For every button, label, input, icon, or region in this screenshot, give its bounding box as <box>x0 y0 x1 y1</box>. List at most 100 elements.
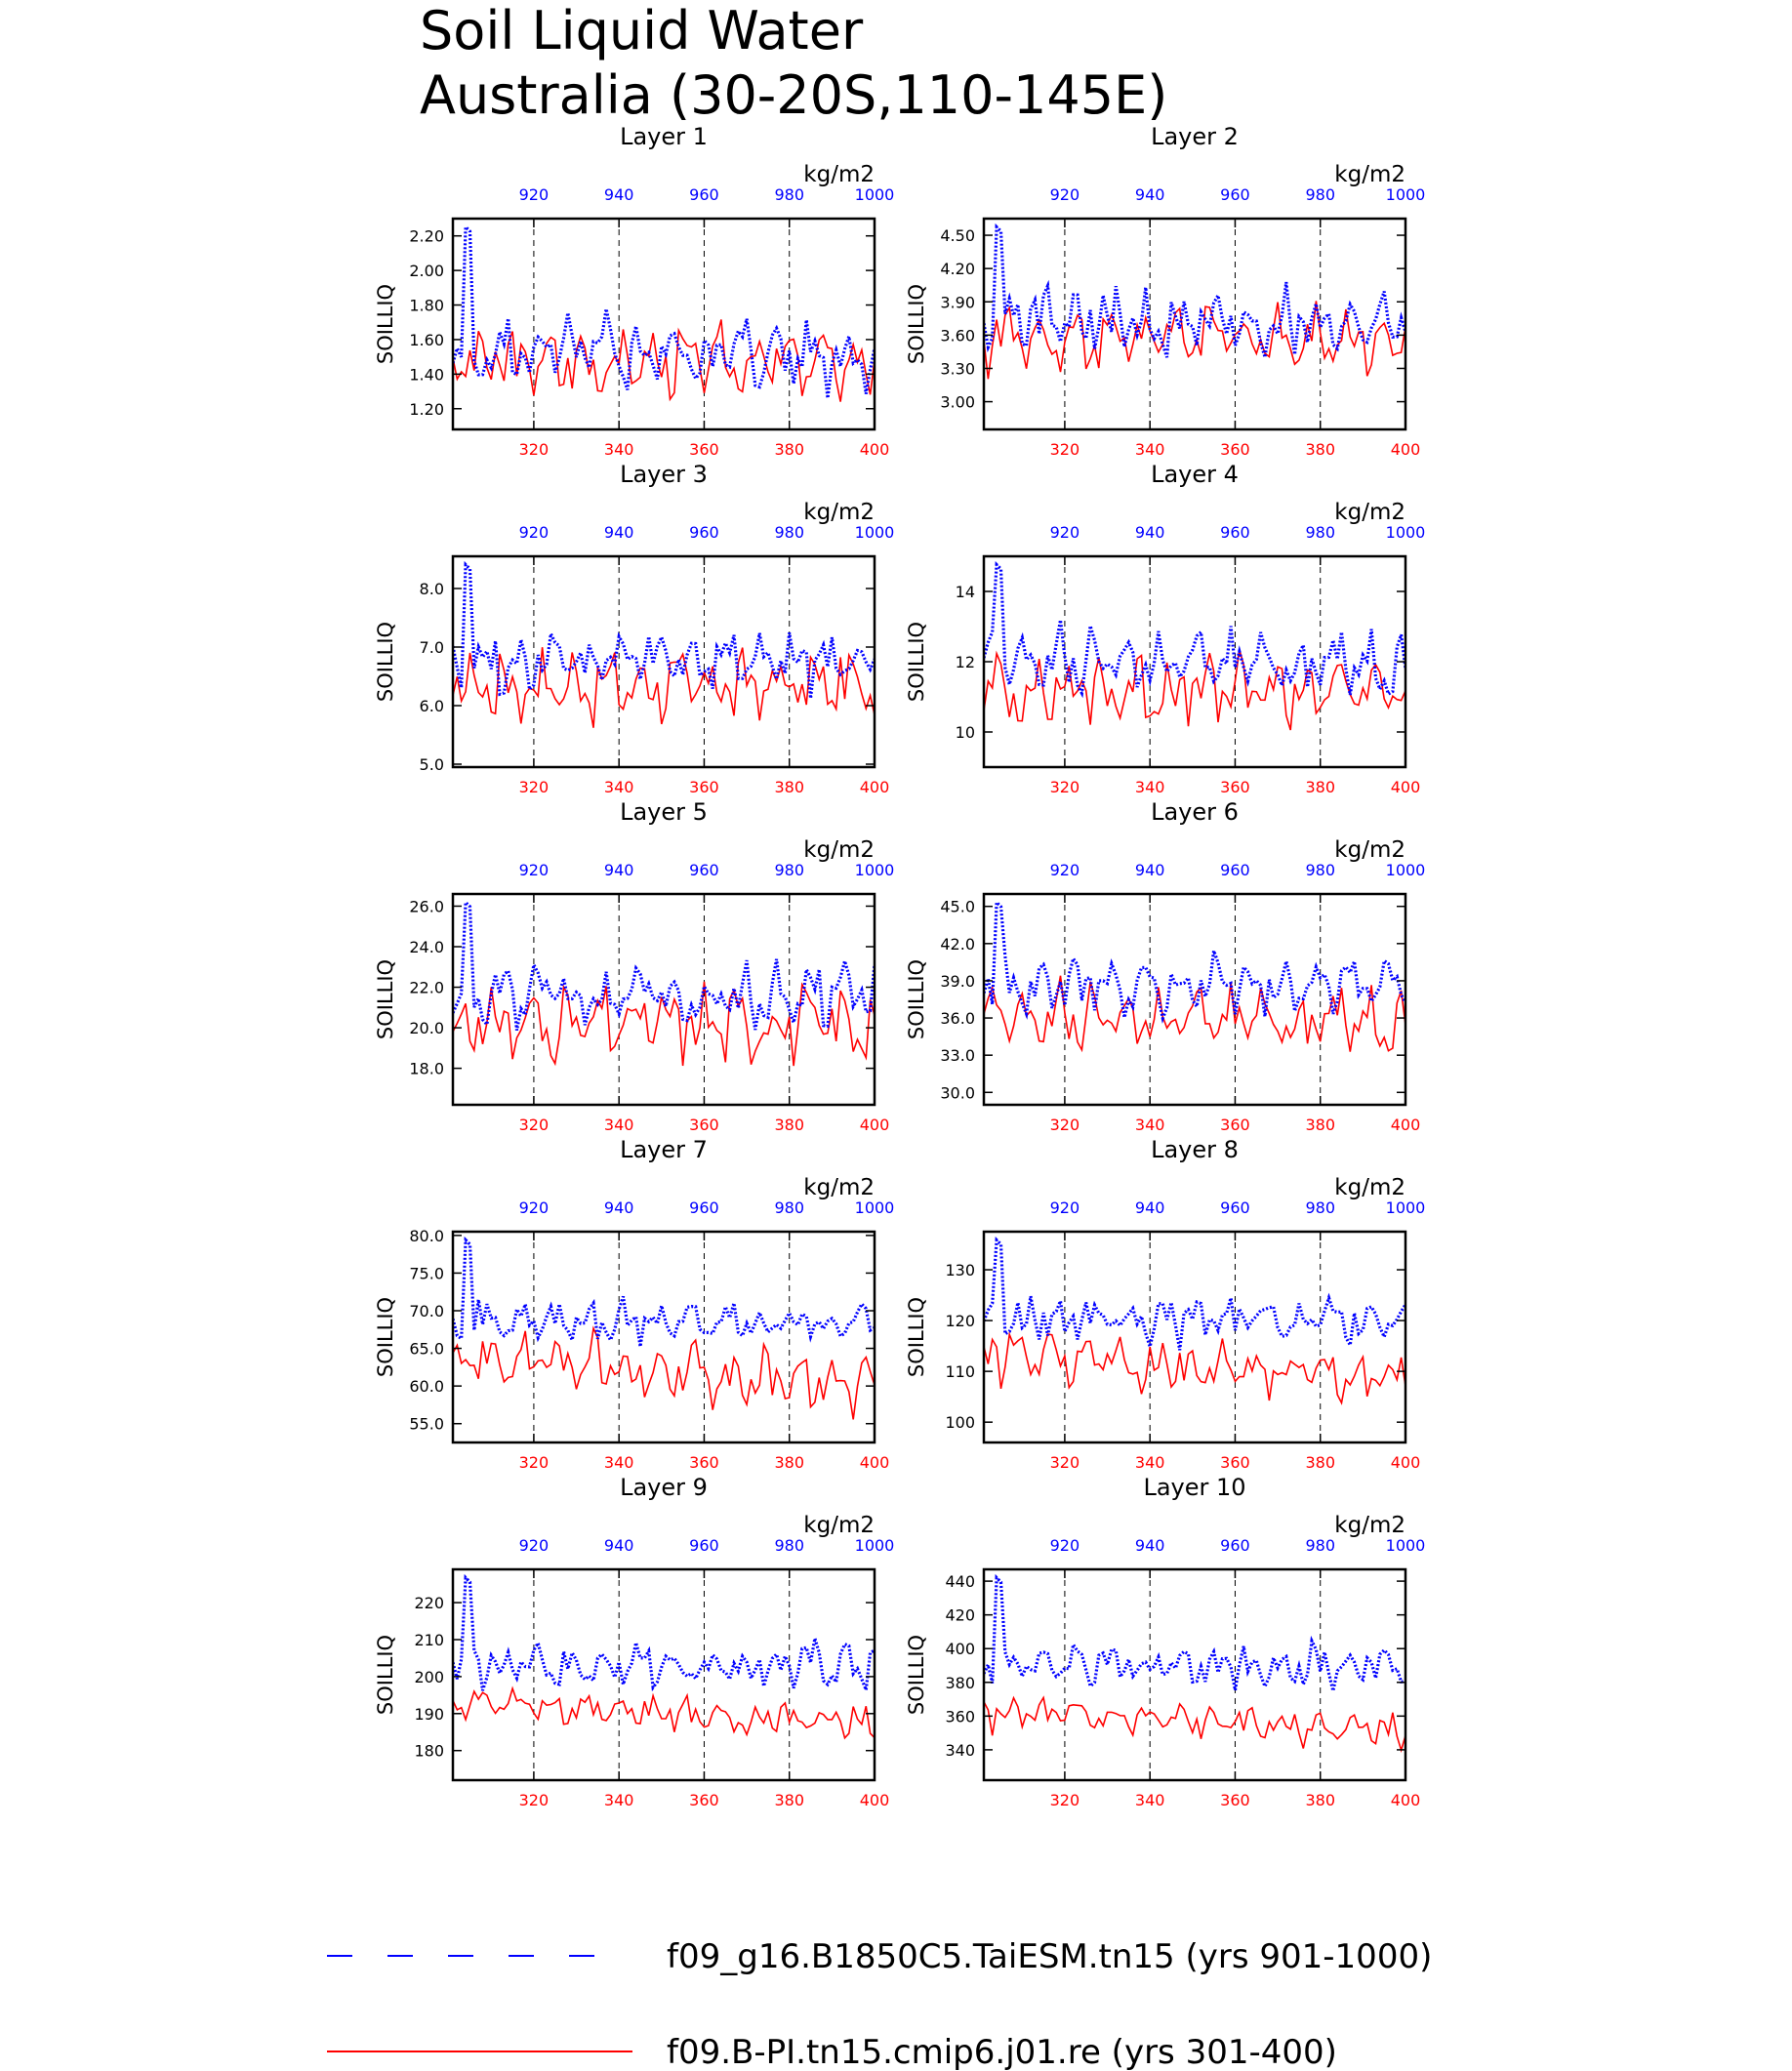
y-tick-label: 200 <box>414 1668 444 1686</box>
y-tick-label: 2.00 <box>409 262 444 280</box>
x-tick-label-top: 940 <box>1135 523 1165 542</box>
x-tick-label-bottom: 340 <box>1135 440 1165 459</box>
x-tick-label-top: 960 <box>689 523 719 542</box>
y-axis-label: SOILLIQ <box>374 284 397 364</box>
plot-frame <box>451 217 876 431</box>
series-red-line <box>453 647 875 728</box>
y-tick-label: 1.40 <box>409 365 444 384</box>
x-tick-label-top: 940 <box>604 523 634 542</box>
panel-layer-7: Layer 7 kg/m2 SOILLIQ 55.0 60.0 65.0 70.0 75.0 8… <box>374 1136 894 1472</box>
series-blue-line <box>984 1236 1405 1353</box>
x-tick-label-bottom: 340 <box>1135 1453 1165 1472</box>
y-tick-label: 340 <box>945 1741 975 1760</box>
y-tick-label: 2.20 <box>409 227 444 246</box>
x-tick-label-bottom: 360 <box>689 1791 719 1809</box>
x-tick-label-bottom: 320 <box>519 1453 550 1472</box>
y-tick-label: 4.50 <box>940 226 975 245</box>
panel-title: Layer 8 <box>1151 1136 1239 1163</box>
x-tick-label-top: 980 <box>774 1536 804 1555</box>
x-tick-label-top: 920 <box>1050 1198 1080 1217</box>
series-blue-line <box>453 1236 875 1348</box>
x-tick-label-top: 920 <box>519 523 550 542</box>
series-red-line <box>984 649 1405 731</box>
series-blue-line <box>984 898 1405 1024</box>
x-tick-label-top: 920 <box>1050 185 1080 204</box>
y-tick-label: 1.20 <box>409 400 444 419</box>
panel-title: Layer 5 <box>620 798 708 826</box>
units-label: kg/m2 <box>1334 1175 1405 1200</box>
x-tick-label-top: 960 <box>689 861 719 879</box>
plot-frame <box>451 554 876 769</box>
x-tick-label-bottom: 380 <box>1305 1791 1335 1809</box>
x-tick-label-bottom: 400 <box>860 778 890 796</box>
x-tick-label-bottom: 360 <box>1220 1791 1250 1809</box>
x-tick-label-top: 920 <box>519 1536 550 1555</box>
y-tick-label: 22.0 <box>409 979 444 997</box>
x-tick-label-bottom: 320 <box>519 440 550 459</box>
x-tick-label-bottom: 380 <box>774 440 804 459</box>
y-tick-label: 6.0 <box>420 697 444 715</box>
units-label: kg/m2 <box>803 162 875 187</box>
main-title-line1: Soil Liquid Water <box>420 0 864 61</box>
y-tick-label: 120 <box>945 1312 975 1330</box>
y-tick-label: 180 <box>414 1742 444 1761</box>
y-tick-label: 4.20 <box>940 260 975 278</box>
y-tick-label: 42.0 <box>940 935 975 954</box>
y-axis-label: SOILLIQ <box>905 622 928 702</box>
x-tick-label-bottom: 400 <box>1391 1791 1421 1809</box>
x-tick-label-top: 940 <box>604 861 634 879</box>
x-tick-label-top: 940 <box>1135 1198 1165 1217</box>
x-tick-label-bottom: 360 <box>1220 440 1250 459</box>
y-tick-label: 3.00 <box>940 393 975 412</box>
x-tick-label-bottom: 320 <box>1050 778 1080 796</box>
series-red-line <box>984 301 1405 380</box>
x-tick-label-bottom: 360 <box>1220 1116 1250 1134</box>
x-tick-label-bottom: 320 <box>1050 1116 1080 1134</box>
units-label: kg/m2 <box>803 1175 875 1200</box>
y-tick-label: 3.30 <box>940 359 975 378</box>
x-tick-label-top: 920 <box>1050 861 1080 879</box>
x-tick-label-bottom: 380 <box>1305 1116 1335 1134</box>
y-tick-label: 39.0 <box>940 972 975 991</box>
y-tick-label: 7.0 <box>420 638 444 657</box>
plot-frame <box>451 1230 876 1444</box>
y-tick-label: 65.0 <box>409 1340 444 1359</box>
y-tick-label: 3.60 <box>940 326 975 345</box>
y-axis-label: SOILLIQ <box>374 1297 397 1377</box>
panel-layer-2: Layer 2 kg/m2 SOILLIQ 3.00 3.30 3.60 3.90 4.20 4… <box>905 123 1425 459</box>
panel-layer-3: Layer 3 kg/m2 SOILLIQ 5.0 6.0 7.0 8.0 320 340 360… <box>374 461 894 796</box>
x-tick-label-top: 920 <box>1050 523 1080 542</box>
x-tick-label-bottom: 360 <box>689 440 719 459</box>
x-tick-label-top: 940 <box>1135 861 1165 879</box>
legend-label-red: f09.B-PI.tn15.cmip6.j01.re (yrs 301-400) <box>667 2033 1337 2071</box>
x-tick-label-top: 980 <box>1305 1536 1335 1555</box>
x-tick-label-top: 980 <box>774 185 804 204</box>
x-tick-label-bottom: 340 <box>1135 1791 1165 1809</box>
y-tick-label: 8.0 <box>420 580 444 598</box>
y-tick-label: 70.0 <box>409 1302 444 1320</box>
y-tick-label: 10 <box>956 723 975 742</box>
panel-layer-8: Layer 8 kg/m2 SOILLIQ 100 110 120 130 320 340 360… <box>905 1136 1425 1472</box>
x-tick-label-top: 940 <box>604 1198 634 1217</box>
panel-layer-9: Layer 9 kg/m2 SOILLIQ 180 190 200 210 220 320 340… <box>374 1474 894 1809</box>
y-tick-label: 55.0 <box>409 1415 444 1434</box>
y-tick-label: 190 <box>414 1705 444 1724</box>
units-label: kg/m2 <box>803 1513 875 1538</box>
y-tick-label: 110 <box>945 1362 975 1381</box>
panel-title: Layer 2 <box>1151 123 1239 150</box>
x-tick-label-top: 920 <box>519 185 550 204</box>
panel-title: Layer 3 <box>620 461 708 488</box>
x-tick-label-bottom: 320 <box>1050 1453 1080 1472</box>
x-tick-label-top: 960 <box>1220 185 1250 204</box>
x-tick-label-bottom: 400 <box>860 440 890 459</box>
series-blue-line <box>984 560 1405 699</box>
x-tick-label-bottom: 320 <box>1050 1791 1080 1809</box>
y-tick-label: 220 <box>414 1594 444 1612</box>
y-tick-label: 80.0 <box>409 1227 444 1245</box>
x-tick-label-top: 1000 <box>1386 1198 1426 1217</box>
y-tick-label: 5.0 <box>420 755 444 774</box>
x-tick-label-bottom: 380 <box>1305 440 1335 459</box>
x-tick-label-bottom: 360 <box>689 778 719 796</box>
y-tick-label: 1.60 <box>409 331 444 349</box>
